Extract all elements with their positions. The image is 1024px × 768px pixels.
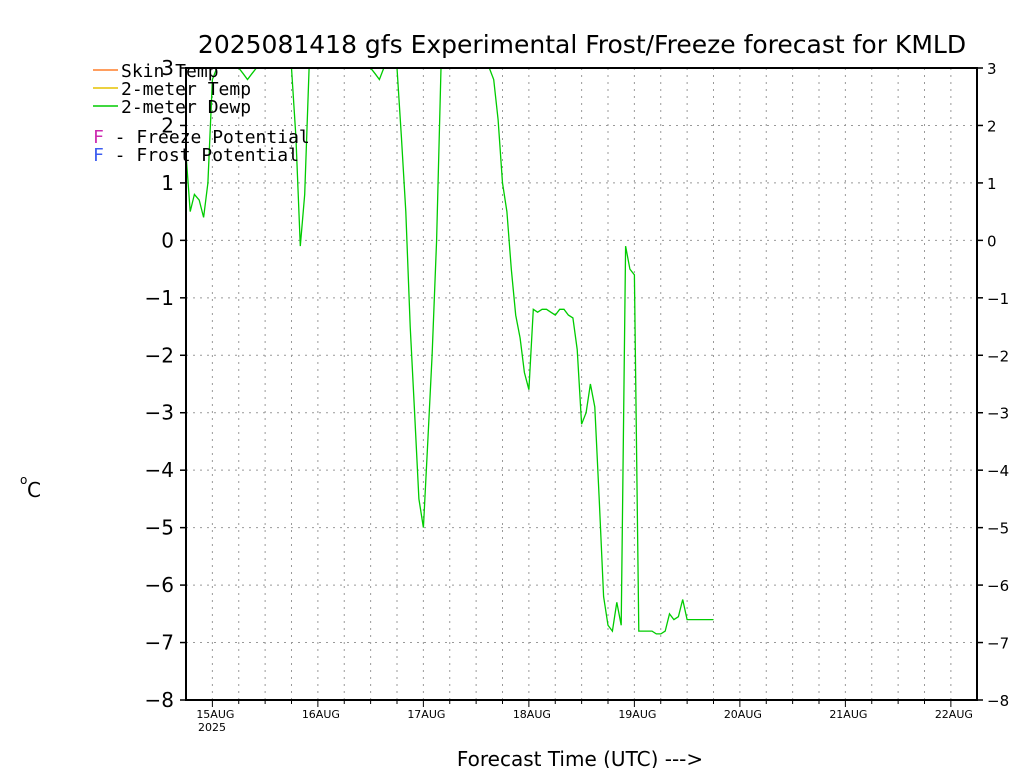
legend-label: Skin Temp xyxy=(121,61,219,82)
y-tick-label-right: 0 xyxy=(987,232,997,250)
y-tick-label-left: −3 xyxy=(145,401,174,425)
potential-letter: F xyxy=(93,127,104,148)
legend-label: 2-meter Dewp xyxy=(121,97,251,118)
y-tick-label-right: −8 xyxy=(987,692,1009,710)
ylabel-unit: o xyxy=(20,473,27,487)
y-tick-label-left: −7 xyxy=(145,631,174,655)
x-tick-label: 21AUG xyxy=(829,708,867,721)
y-tick-label-left: 3 xyxy=(161,56,174,80)
y-tick-label-left: −6 xyxy=(145,573,174,597)
y-tick-label-left: 0 xyxy=(161,228,174,252)
y-tick-label-right: −1 xyxy=(987,290,1009,308)
y-tick-label-right: −5 xyxy=(987,520,1009,538)
chart-title: 2025081418 gfs Experimental Frost/Freeze… xyxy=(198,30,966,59)
x-tick-label: 17AUG xyxy=(407,708,445,721)
y-tick-label-right: 2 xyxy=(987,117,997,135)
y-tick-label-right: −2 xyxy=(987,347,1009,365)
y-axis-label: o C xyxy=(20,473,41,502)
potential-legend-item: F - Frost Potential xyxy=(93,145,299,166)
potential-letter: F xyxy=(93,145,104,166)
y-tick-label-left: −2 xyxy=(145,343,174,367)
x-tick-label: 15AUG xyxy=(196,708,234,721)
x-tick-label: 19AUG xyxy=(618,708,656,721)
y-axis-ticks: −8 −8 −7 −7 −6 −6 −5 −5 −4 −4 −3 −3 −2 −2 −1 −1 0 0 1 1 2 2 3 3 xyxy=(145,56,1010,712)
y-tick-label-right: −7 xyxy=(987,635,1009,653)
y-tick-label-left: 1 xyxy=(161,171,174,195)
x-year-label: 2025 xyxy=(198,721,226,734)
grid-lines xyxy=(186,68,977,700)
y-tick-label-right: 1 xyxy=(987,175,997,193)
y-tick-label-right: 3 xyxy=(987,60,997,78)
potential-legend-item: F - Freeze Potential xyxy=(93,127,310,148)
x-tick-label: 22AUG xyxy=(935,708,973,721)
y-tick-label-right: −3 xyxy=(987,405,1009,423)
x-axis-label: Forecast Time (UTC) ---> xyxy=(457,747,703,768)
potential-text: - Frost Potential xyxy=(104,145,299,166)
x-tick-label: 18AUG xyxy=(513,708,551,721)
x-tick-label: 16AUG xyxy=(302,708,340,721)
y-tick-label-left: 2 xyxy=(161,113,174,137)
series-line-2-meter-dewp xyxy=(186,68,714,635)
y-tick-label-right: −6 xyxy=(987,577,1009,595)
y-tick-label-left: −1 xyxy=(145,286,174,310)
legend-label: 2-meter Temp xyxy=(121,79,251,100)
y-tick-label-left: −4 xyxy=(145,458,174,482)
x-axis-ticks: 15AUG 16AUG 17AUG 18AUG 19AUG 20AUG 21AUG 22AUG xyxy=(196,700,973,721)
y-tick-label-left: −8 xyxy=(145,688,174,712)
potential-text: - Freeze Potential xyxy=(104,127,310,148)
series-layer xyxy=(186,68,714,635)
ylabel-main: C xyxy=(27,478,41,502)
y-tick-label-left: −5 xyxy=(145,516,174,540)
y-tick-label-right: −4 xyxy=(987,462,1009,480)
x-tick-label: 20AUG xyxy=(724,708,762,721)
